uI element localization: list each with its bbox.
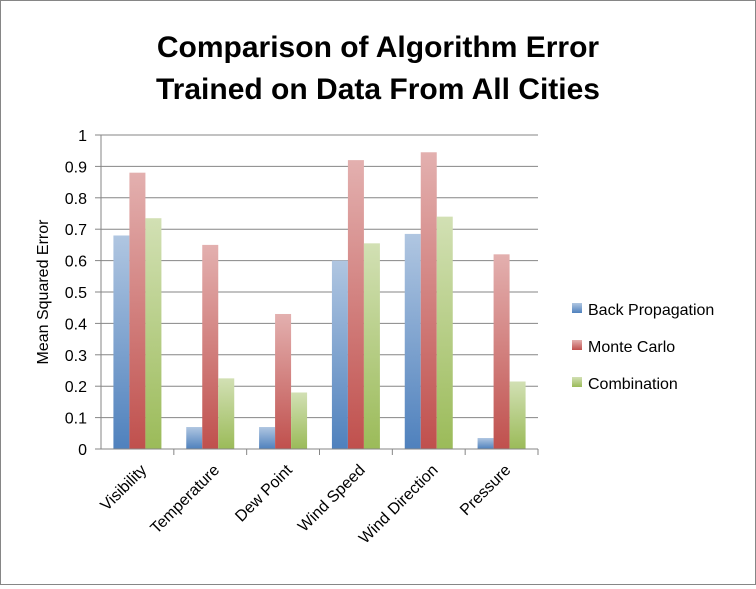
y-axis-label: Mean Squared Error [35,219,52,365]
bar-combination-wind-speed [363,243,380,449]
x-category-label: Visibility [98,462,151,515]
bar-monte-carlo-visibility [129,172,146,449]
bar-combination-wind-direction [436,216,453,449]
bar-monte-carlo-dew-point [275,313,292,449]
y-tick-label: 1 [78,128,87,145]
bar-combination-temperature [218,378,235,449]
bar-combination-dew-point [291,392,308,449]
y-tick-label: 0.6 [65,254,87,271]
y-tick-label: 0.1 [65,411,87,428]
legend-swatch-back-propagation [572,303,582,313]
y-tick-label: 0.2 [65,379,87,396]
bar-back-propagation-wind-direction [404,233,421,449]
y-tick-label: 0 [78,442,87,459]
y-tick-label: 0.7 [65,222,87,239]
x-category-label: Temperature [148,462,224,538]
bar-monte-carlo-wind-speed [347,160,364,449]
gridlines [95,134,538,450]
x-category-label: Wind Direction [356,462,442,548]
bar-back-propagation-dew-point [259,427,276,449]
chart-title-line-2: Trained on Data From All Cities [156,73,600,106]
bar-monte-carlo-pressure [493,254,510,449]
legend-label-back-propagation: Back Propagation [588,302,714,319]
legend: Back Propagation Monte Carlo Combination [572,302,714,393]
y-tick-label: 0.8 [65,191,87,208]
chart-title-line-1: Comparison of Algorithm Error [157,31,600,64]
bar-back-propagation-temperature [186,427,203,449]
bar-back-propagation-wind-speed [331,260,348,449]
x-category-label: Dew Point [232,461,296,525]
bar-combination-visibility [145,218,162,449]
y-tick-labels: 0 0.1 0.2 0.3 0.4 0.5 0.6 0.7 0.8 0.9 1 [65,128,87,459]
x-category-label: Pressure [457,462,514,519]
y-tick-label: 0.4 [65,316,87,333]
legend-label-monte-carlo: Monte Carlo [588,339,675,356]
x-category-label: Wind Speed [295,462,369,536]
legend-swatch-monte-carlo [572,340,582,350]
chart-title: Comparison of Algorithm Error Trained on… [156,31,600,106]
bar-back-propagation-visibility [113,235,130,449]
legend-label-combination: Combination [588,376,678,393]
y-tick-label: 0.5 [65,285,87,302]
axes [100,135,539,455]
y-tick-label: 0.9 [65,159,87,176]
bar-combination-pressure [509,381,526,449]
bar-monte-carlo-temperature [202,244,219,449]
bar-monte-carlo-wind-direction [420,152,437,449]
bars [113,152,526,449]
y-tick-label: 0.3 [65,348,87,365]
legend-swatch-combination [572,377,582,387]
bar-back-propagation-pressure [477,438,494,449]
